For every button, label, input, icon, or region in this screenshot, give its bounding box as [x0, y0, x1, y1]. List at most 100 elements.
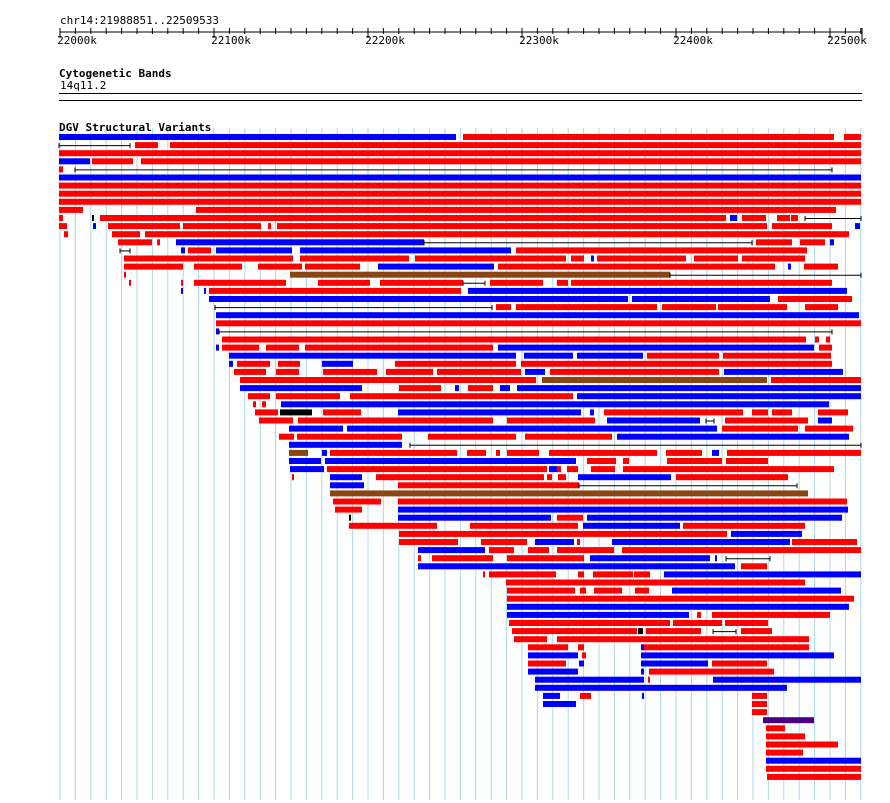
- gain-variant-bar[interactable]: [432, 555, 493, 562]
- gain-variant-bar[interactable]: [752, 409, 768, 416]
- gain-variant-bar[interactable]: [604, 409, 743, 416]
- loss-variant-bar[interactable]: [322, 360, 353, 367]
- gain-variant-bar[interactable]: [571, 255, 584, 262]
- loss-variant-bar[interactable]: [500, 385, 510, 392]
- gain-variant-bar[interactable]: [124, 255, 293, 262]
- gain-variant-bar[interactable]: [547, 474, 552, 481]
- gain-variant-bar[interactable]: [59, 190, 861, 197]
- complex-variant-bar[interactable]: [349, 514, 351, 521]
- gain-variant-bar[interactable]: [694, 255, 738, 262]
- loss-variant-bar[interactable]: [730, 215, 737, 221]
- loss-variant-bar[interactable]: [855, 223, 860, 230]
- gain-variant-bar[interactable]: [591, 466, 615, 473]
- gain-variant-bar[interactable]: [118, 239, 152, 246]
- gain-variant-bar[interactable]: [124, 271, 126, 278]
- gain-variant-bar[interactable]: [240, 377, 536, 383]
- loss-variant-bar[interactable]: [535, 676, 644, 683]
- gain-variant-bar[interactable]: [525, 433, 612, 440]
- loss-variant-bar[interactable]: [590, 409, 594, 416]
- gain-variant-bar[interactable]: [766, 741, 838, 748]
- gain-variant-bar[interactable]: [59, 215, 63, 221]
- gain-variant-bar[interactable]: [516, 247, 807, 254]
- loss-variant-bar[interactable]: [535, 684, 787, 691]
- gain-variant-bar[interactable]: [752, 692, 767, 699]
- gain-variant-bar[interactable]: [766, 733, 805, 740]
- gain-variant-bar[interactable]: [516, 304, 657, 311]
- loss-variant-bar[interactable]: [240, 385, 362, 392]
- gain-variant-bar[interactable]: [59, 150, 861, 157]
- gain-variant-bar[interactable]: [258, 263, 302, 270]
- gain-variant-bar[interactable]: [742, 215, 766, 221]
- gain-variant-bar[interactable]: [557, 636, 809, 643]
- gain-variant-bar[interactable]: [528, 644, 568, 651]
- gain-variant-bar[interactable]: [777, 215, 790, 221]
- gain-variant-bar[interactable]: [399, 539, 458, 545]
- gain-variant-bar[interactable]: [276, 393, 340, 400]
- gain-variant-bar[interactable]: [752, 709, 767, 716]
- loss-variant-bar[interactable]: [204, 287, 206, 294]
- loss-variant-bar[interactable]: [290, 466, 324, 473]
- gain-variant-bar[interactable]: [188, 247, 211, 254]
- loss-variant-bar[interactable]: [93, 223, 96, 230]
- complex-variant-bar[interactable]: [280, 409, 312, 416]
- gain-variant-bar[interactable]: [558, 474, 566, 481]
- gain-variant-bar[interactable]: [557, 547, 614, 554]
- gain-variant-bar[interactable]: [791, 215, 798, 221]
- gain-variant-bar[interactable]: [437, 368, 521, 375]
- loss-variant-bar[interactable]: [612, 539, 790, 545]
- gain-variant-bar[interactable]: [108, 223, 180, 230]
- gain-variant-bar[interactable]: [380, 279, 463, 286]
- loss-variant-bar[interactable]: [577, 352, 643, 359]
- loss-variant-bar[interactable]: [330, 474, 362, 481]
- loss-variant-bar[interactable]: [524, 352, 573, 359]
- gain-variant-bar[interactable]: [64, 231, 68, 238]
- gain-variant-bar[interactable]: [507, 555, 584, 562]
- loss-variant-bar[interactable]: [216, 328, 219, 335]
- gain-variant-bar[interactable]: [580, 692, 591, 699]
- gain-variant-bar[interactable]: [349, 522, 437, 529]
- gain-variant-bar[interactable]: [577, 539, 580, 545]
- gain-variant-bar[interactable]: [292, 474, 294, 481]
- gain-variant-bar[interactable]: [634, 571, 650, 578]
- gain-variant-bar[interactable]: [399, 385, 441, 392]
- inversion-variant-bar[interactable]: [290, 271, 670, 278]
- loss-variant-bar[interactable]: [181, 247, 185, 254]
- loss-variant-bar[interactable]: [216, 247, 292, 254]
- inversion-variant-bar[interactable]: [289, 449, 308, 456]
- gain-variant-bar[interactable]: [399, 530, 727, 537]
- gain-variant-bar[interactable]: [826, 336, 830, 343]
- loss-variant-bar[interactable]: [641, 660, 708, 667]
- loss-variant-bar[interactable]: [591, 255, 594, 262]
- gain-variant-bar[interactable]: [712, 611, 830, 618]
- loss-variant-bar[interactable]: [642, 692, 644, 699]
- loss-variant-bar[interactable]: [507, 603, 849, 610]
- gain-variant-bar[interactable]: [216, 320, 861, 327]
- gain-variant-bar[interactable]: [667, 458, 722, 464]
- gain-variant-bar[interactable]: [722, 425, 798, 432]
- gain-variant-bar[interactable]: [528, 547, 549, 554]
- gain-variant-bar[interactable]: [683, 522, 805, 529]
- gain-variant-bar[interactable]: [528, 660, 566, 667]
- gain-variant-bar[interactable]: [415, 255, 566, 262]
- gain-variant-bar[interactable]: [587, 458, 616, 464]
- gain-variant-bar[interactable]: [248, 393, 270, 400]
- gain-variant-bar[interactable]: [498, 263, 775, 270]
- gain-variant-bar[interactable]: [395, 360, 516, 367]
- dgv-track-title[interactable]: DGV Structural Variants: [59, 121, 212, 134]
- gain-variant-bar[interactable]: [752, 701, 767, 707]
- gain-variant-bar[interactable]: [428, 433, 516, 440]
- gain-variant-bar[interactable]: [277, 223, 767, 230]
- gain-variant-bar[interactable]: [255, 409, 278, 416]
- gain-variant-bar[interactable]: [767, 773, 861, 780]
- gain-variant-bar[interactable]: [549, 449, 657, 456]
- loss-variant-bar[interactable]: [641, 668, 644, 675]
- loss-variant-bar[interactable]: [590, 555, 710, 562]
- loss-variant-bar[interactable]: [289, 441, 402, 448]
- gain-variant-bar[interactable]: [386, 368, 433, 375]
- loss-variant-bar[interactable]: [229, 352, 516, 359]
- gain-variant-bar[interactable]: [305, 344, 493, 351]
- loss-variant-bar[interactable]: [59, 174, 861, 181]
- gain-variant-bar[interactable]: [194, 279, 286, 286]
- loss-variant-bar[interactable]: [583, 522, 680, 529]
- gain-variant-bar[interactable]: [582, 652, 586, 659]
